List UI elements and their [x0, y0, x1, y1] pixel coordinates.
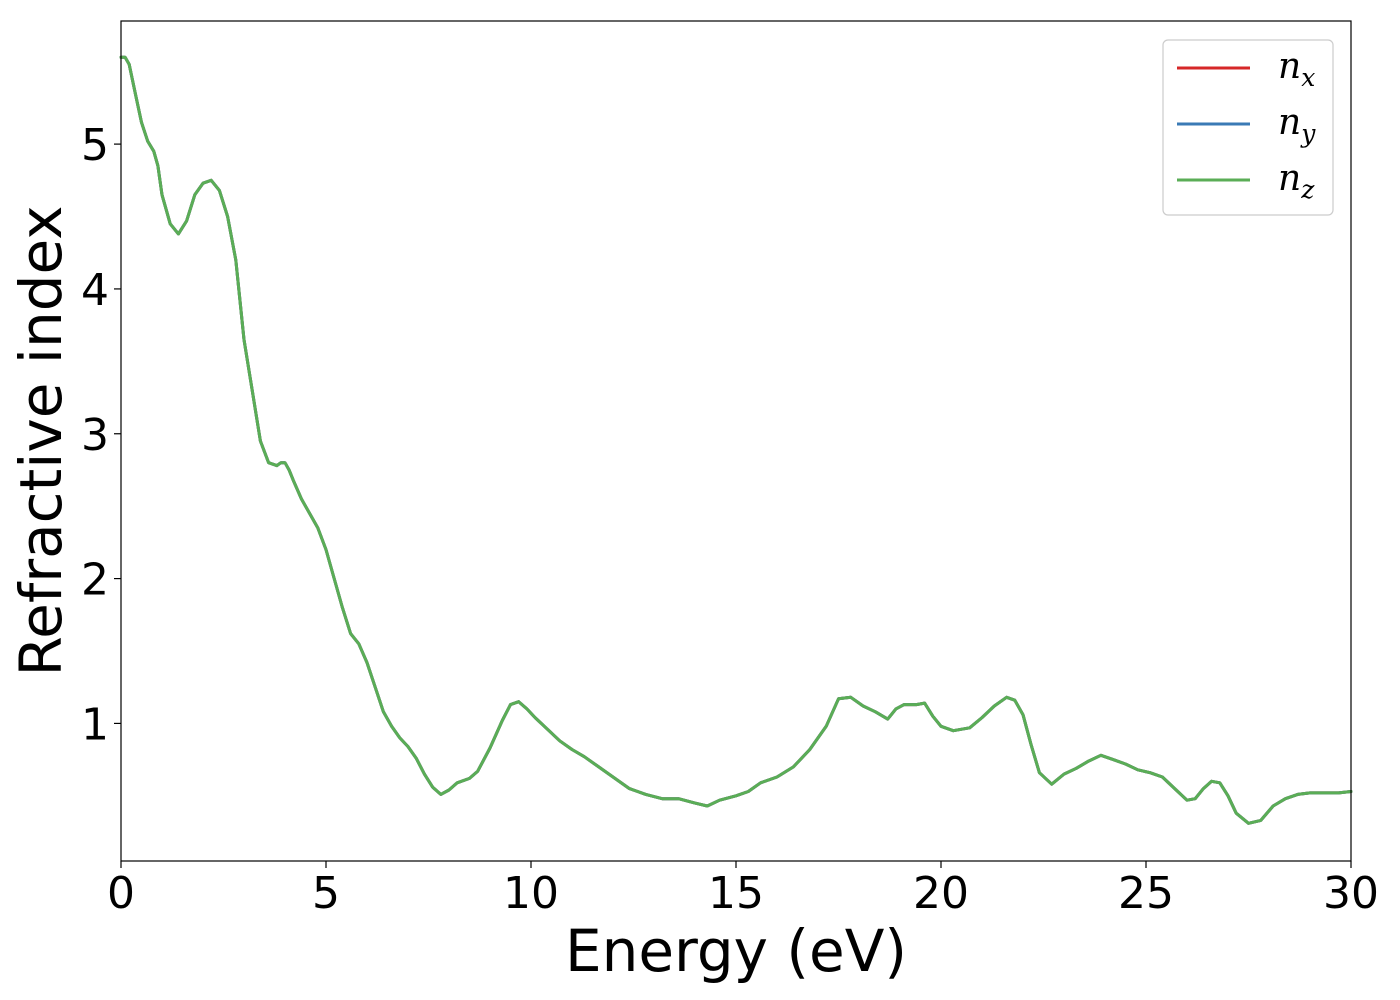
legend-label-y: ny	[1278, 102, 1316, 148]
x-tick-label: 20	[913, 868, 969, 919]
y-tick-label: 3	[81, 410, 109, 461]
legend-box	[1162, 39, 1334, 216]
x-tick-label: 5	[312, 868, 340, 919]
y-axis-ticks: 1 2 3 4 5	[81, 120, 121, 750]
legend-label-z: nz	[1278, 158, 1315, 204]
series-line-z	[119, 55, 1353, 825]
x-tick-label: 0	[107, 868, 135, 919]
x-axis-label: Energy (eV)	[565, 917, 907, 985]
x-tick-label: 10	[503, 868, 559, 919]
series-layer	[119, 55, 1353, 825]
y-tick-label: 5	[81, 120, 109, 171]
y-tick-label: 2	[81, 555, 109, 606]
legend-label-x: nx	[1278, 46, 1315, 92]
y-axis-label: Refractive index	[7, 205, 75, 676]
y-tick-label: 1	[81, 699, 109, 750]
x-tick-label: 25	[1118, 868, 1174, 919]
x-tick-label: 30	[1323, 868, 1379, 919]
legend: nx ny nz	[1162, 39, 1334, 216]
x-axis-ticks: 0 5 10 15 20 25 30	[107, 861, 1379, 919]
y-tick-label: 4	[81, 265, 109, 316]
x-tick-label: 15	[708, 868, 764, 919]
